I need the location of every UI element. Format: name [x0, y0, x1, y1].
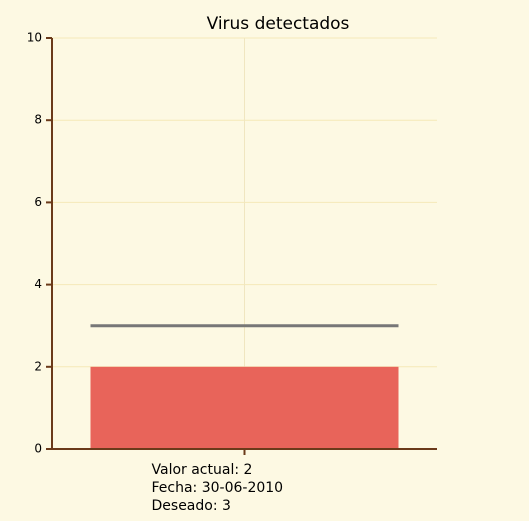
y-tick-label: 8 — [34, 113, 42, 127]
y-tick-label: 6 — [34, 195, 42, 209]
y-tick-label: 4 — [34, 277, 42, 291]
x-tick-label: Fecha: 30-06-2010 — [152, 480, 284, 496]
y-tick-label: 10 — [27, 31, 42, 45]
x-tick-label: Deseado: 3 — [152, 498, 231, 514]
y-tick-label: 0 — [34, 442, 42, 456]
bar — [90, 366, 399, 449]
chart-title: Virus detectados — [207, 14, 350, 34]
y-tick-label: 2 — [34, 359, 42, 373]
x-tick-label: Valor actual: 2 — [152, 462, 253, 478]
